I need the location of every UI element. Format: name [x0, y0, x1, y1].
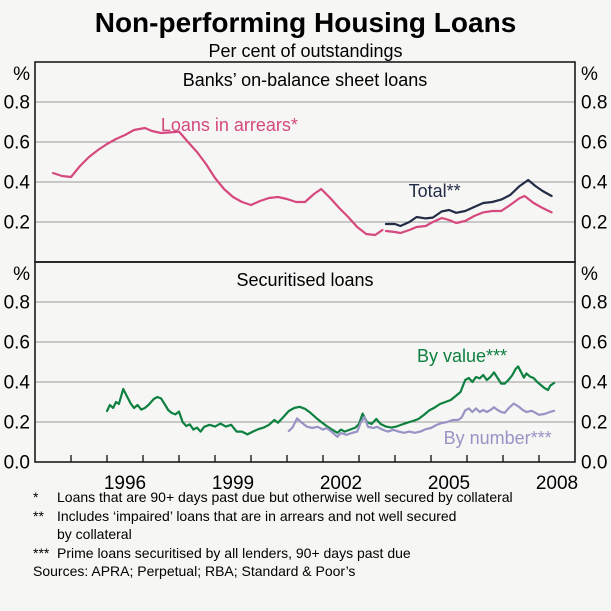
footnote: ** Includes ‘impaired’ loans that are in…: [33, 507, 593, 544]
series-line-loans-in-arrears: [384, 194, 553, 235]
footnote-text: Prime loans securitised by all lenders, …: [57, 544, 411, 561]
footnote-marker: ***: [33, 544, 50, 561]
footnote-marker: **: [33, 507, 44, 524]
y-tick-label-right: 0.4: [581, 373, 608, 394]
series-label-loans-in-arrears: Loans in arrears*: [161, 115, 298, 135]
sources-line: Sources: APRA; Perpetual; RBA; Standard …: [33, 563, 356, 579]
x-tick-label: 2005: [428, 473, 470, 494]
footnote: *** Prime loans securitised by all lende…: [33, 544, 593, 563]
y-tick-label-right: 0.8: [581, 93, 607, 114]
series-label-by-number: By number***: [444, 428, 552, 448]
y-tick-label-right: 0.8: [581, 293, 607, 314]
footnote-text: Loans that are 90+ days past due but oth…: [57, 489, 513, 505]
chart-subtitle: Per cent of outstandings: [208, 41, 403, 61]
series-line-by-number: [287, 402, 556, 438]
panel-title: Securitised loans: [236, 270, 373, 290]
y-tick-label-left: 0.4: [4, 173, 31, 194]
y-tick-label-left: 0.4: [4, 373, 31, 394]
panel-frame: [34, 261, 576, 463]
chart-title: Non-performing Housing Loans: [94, 7, 517, 38]
footnote-marker: *: [33, 489, 39, 505]
y-axis-unit-left: %: [13, 64, 30, 85]
series-line-total: [384, 178, 553, 228]
y-tick-label-right: 0.6: [581, 333, 607, 354]
y-tick-label-right: 0.2: [581, 213, 607, 234]
y-tick-label-right: 0.6: [581, 133, 607, 154]
panel-title: Banks’ on-balance sheet loans: [183, 70, 428, 90]
y-tick-label-left: 0.8: [4, 293, 30, 314]
y-tick-label-left: 0.2: [4, 413, 30, 434]
y-tick-label-right: 0.0: [581, 453, 607, 474]
footnotes-block: * Loans that are 90+ days past due but o…: [33, 488, 593, 581]
y-tick-label-right: 0.4: [581, 173, 608, 194]
y-axis-unit-right: %: [581, 264, 598, 285]
x-tick-label: 1996: [104, 473, 146, 494]
series-label-by-value: By value***: [417, 346, 507, 366]
y-axis-unit-right: %: [581, 64, 598, 85]
footnote-text: Includes ‘impaired’ loans that are in ar…: [57, 507, 457, 543]
series-line-by-value: [105, 365, 556, 436]
x-tick-label: 2002: [320, 473, 362, 494]
y-tick-label-left: 0.6: [4, 333, 30, 354]
x-tick-label: 2008: [536, 473, 578, 494]
y-tick-label-right: 0.2: [581, 413, 607, 434]
y-tick-label-left: 0.8: [4, 93, 30, 114]
y-axis-unit-left: %: [13, 264, 30, 285]
x-tick-label: 1999: [212, 473, 254, 494]
series-line-loans-in-arrears: [51, 126, 384, 237]
series-label-total: Total**: [409, 181, 461, 201]
footnote: * Loans that are 90+ days past due but o…: [33, 488, 593, 507]
y-tick-label-left: 0.2: [4, 213, 30, 234]
panel-frame: [34, 61, 576, 263]
y-tick-label-left: 0.0: [4, 453, 30, 474]
y-tick-label-left: 0.6: [4, 133, 30, 154]
